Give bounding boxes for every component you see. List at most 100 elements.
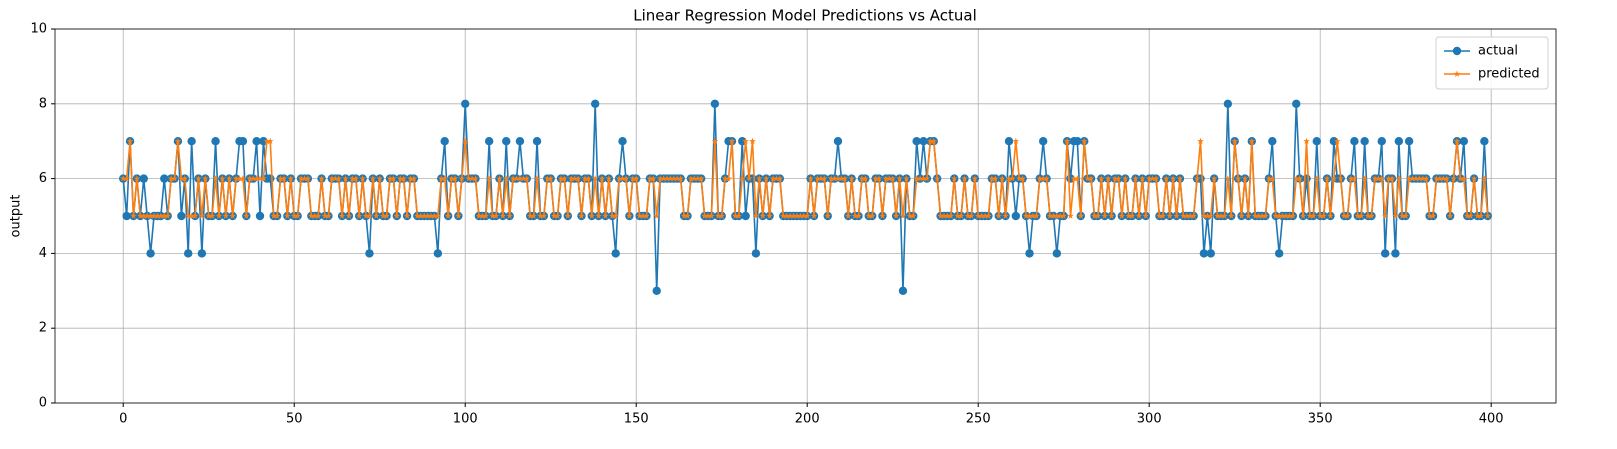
point-marker — [663, 175, 671, 182]
point-marker — [1422, 175, 1430, 182]
point-marker — [1063, 137, 1071, 145]
y-tick-label: 4 — [39, 246, 47, 261]
point-marker — [1391, 249, 1400, 258]
point-marker — [400, 175, 407, 182]
point-marker — [944, 212, 951, 219]
point-marker — [1347, 175, 1355, 182]
point-marker — [554, 212, 561, 219]
point-marker — [372, 212, 380, 219]
point-marker — [1145, 175, 1153, 182]
point-marker — [246, 175, 254, 182]
point-marker — [1111, 175, 1119, 182]
point-marker — [608, 212, 616, 219]
point-marker — [1388, 175, 1396, 182]
x-tick-label: 350 — [1308, 412, 1333, 427]
point-marker — [150, 212, 158, 219]
point-marker — [1457, 175, 1464, 182]
point-marker — [325, 212, 332, 219]
point-marker — [407, 175, 414, 182]
point-marker — [978, 212, 985, 219]
point-marker — [537, 212, 544, 219]
point-marker — [602, 212, 609, 219]
point-marker — [1385, 175, 1392, 182]
point-marker — [352, 175, 360, 182]
point-marker — [410, 175, 418, 182]
point-marker — [1152, 175, 1160, 182]
point-marker — [879, 212, 886, 219]
legend-marker — [1452, 46, 1462, 56]
chart-title: Linear Regression Model Predictions vs A… — [633, 7, 977, 25]
point-marker — [1450, 175, 1457, 182]
point-marker — [694, 175, 702, 182]
point-marker — [913, 175, 920, 182]
point-marker — [1199, 249, 1209, 258]
point-marker — [652, 286, 661, 295]
point-marker — [523, 175, 531, 182]
point-marker — [786, 212, 794, 219]
point-marker — [502, 137, 511, 146]
point-marker — [516, 175, 524, 182]
point-marker — [342, 175, 349, 182]
point-marker — [1310, 212, 1317, 219]
point-marker — [211, 137, 220, 146]
point-marker — [359, 175, 366, 182]
point-marker — [1371, 175, 1379, 182]
point-marker — [451, 175, 459, 182]
point-marker — [133, 175, 141, 182]
point-marker — [611, 249, 620, 258]
point-marker — [1357, 212, 1365, 219]
point-marker — [680, 212, 688, 219]
point-marker — [1484, 212, 1492, 219]
point-marker — [1224, 175, 1232, 182]
point-marker — [532, 137, 542, 146]
point-marker — [1394, 137, 1404, 146]
point-marker — [499, 212, 507, 219]
point-marker — [1364, 212, 1372, 219]
point-marker — [1380, 249, 1390, 258]
point-marker — [605, 175, 613, 182]
point-marker — [1416, 175, 1423, 182]
point-marker — [827, 175, 835, 182]
point-marker — [184, 249, 193, 258]
point-marker — [547, 175, 555, 182]
point-marker — [1312, 137, 1321, 146]
point-marker — [718, 212, 726, 219]
point-marker — [238, 137, 248, 146]
point-marker — [147, 212, 154, 219]
point-marker — [1077, 212, 1085, 219]
point-marker — [872, 175, 879, 182]
point-marker — [1375, 175, 1382, 182]
point-marker — [632, 175, 640, 182]
point-marker — [1190, 212, 1197, 219]
point-marker — [550, 212, 558, 219]
point-marker — [345, 212, 353, 219]
point-marker — [1299, 212, 1307, 219]
point-marker — [1377, 137, 1386, 146]
point-marker — [1351, 175, 1358, 182]
point-marker — [1206, 249, 1215, 258]
point-marker — [130, 212, 137, 219]
point-marker — [862, 175, 869, 182]
point-marker — [1231, 137, 1239, 145]
point-marker — [1009, 175, 1016, 182]
x-tick-label: 150 — [624, 412, 649, 427]
point-marker — [1460, 175, 1468, 182]
point-marker — [649, 175, 657, 182]
point-marker — [284, 212, 291, 219]
point-marker — [991, 175, 999, 182]
point-marker — [766, 212, 773, 219]
point-marker — [122, 211, 131, 221]
point-marker — [338, 212, 346, 219]
point-marker — [1169, 175, 1177, 182]
point-marker — [492, 212, 500, 219]
point-marker — [1251, 212, 1259, 219]
point-marker — [759, 212, 767, 219]
point-marker — [1368, 212, 1375, 219]
point-marker — [465, 175, 472, 182]
point-marker — [1279, 212, 1286, 219]
point-marker — [591, 175, 599, 182]
point-marker — [783, 212, 791, 219]
point-marker — [424, 212, 431, 219]
point-marker — [769, 175, 777, 182]
